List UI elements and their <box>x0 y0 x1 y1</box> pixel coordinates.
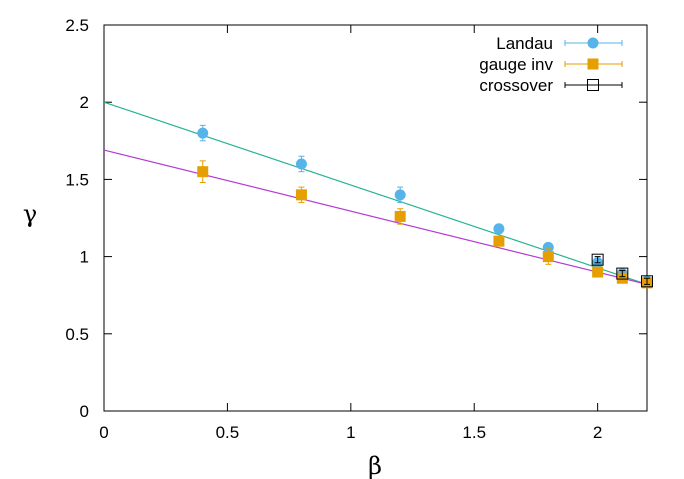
data-point <box>295 158 307 170</box>
y-axis-label: γ <box>23 200 37 228</box>
x-tick-label: 1.5 <box>462 423 486 442</box>
legend-label: Landau <box>496 34 553 53</box>
x-axis-label: β <box>368 452 382 479</box>
y-tick-label: 1 <box>80 248 89 267</box>
data-point <box>197 166 209 178</box>
x-tick-label: 0.5 <box>216 423 240 442</box>
data-point <box>542 251 554 263</box>
data-point <box>394 210 406 222</box>
y-tick-label: 1.5 <box>65 170 89 189</box>
x-tick-label: 2 <box>593 423 602 442</box>
x-tick-label: 0 <box>99 423 108 442</box>
data-point <box>394 189 406 201</box>
legend-label: crossover <box>479 76 553 95</box>
y-tick-label: 2 <box>80 93 89 112</box>
fit-line-series-1 <box>103 149 648 285</box>
data-point <box>641 275 653 288</box>
legend-marker <box>587 58 599 70</box>
y-tick-label: 2.5 <box>65 16 89 35</box>
legend: Landau gauge inv crossover <box>479 34 623 95</box>
data-points <box>197 124 653 289</box>
fit-lines <box>103 101 648 285</box>
legend-marker <box>587 37 599 49</box>
series-2-points <box>591 253 653 288</box>
data-point <box>591 253 604 266</box>
y-tick-label: 0.5 <box>65 325 89 344</box>
data-point <box>295 189 307 201</box>
data-point <box>616 267 629 280</box>
data-point <box>592 266 604 278</box>
data-point <box>493 235 505 247</box>
data-point <box>197 127 209 139</box>
axes: 0 0.5 1 1.5 2 0 0.5 1 1.5 2 2.5 <box>65 16 648 442</box>
x-tick-label: 1 <box>346 423 355 442</box>
fit-line-series-0 <box>103 101 648 285</box>
plot-frame <box>103 24 648 412</box>
data-point <box>493 223 505 235</box>
legend-label: gauge inv <box>479 55 553 74</box>
series-0-points <box>197 124 653 287</box>
y-tick-label: 0 <box>80 402 89 421</box>
legend-marker <box>587 79 599 91</box>
